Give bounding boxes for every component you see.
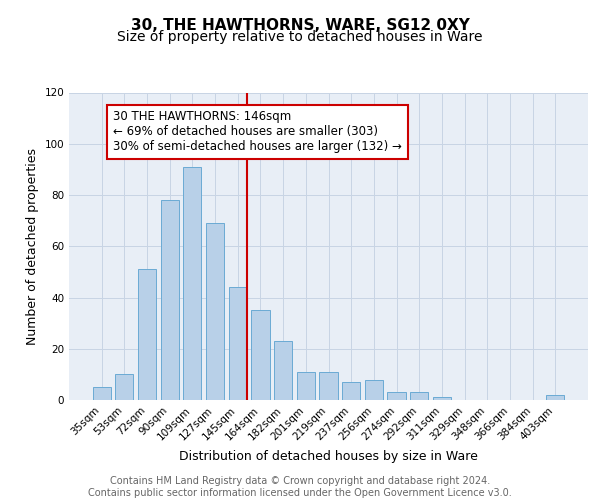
Text: 30 THE HAWTHORNS: 146sqm
← 69% of detached houses are smaller (303)
30% of semi-: 30 THE HAWTHORNS: 146sqm ← 69% of detach… xyxy=(113,110,402,154)
Text: Contains HM Land Registry data © Crown copyright and database right 2024.
Contai: Contains HM Land Registry data © Crown c… xyxy=(88,476,512,498)
Bar xyxy=(365,380,383,400)
Bar xyxy=(342,382,360,400)
Bar xyxy=(433,398,451,400)
Bar xyxy=(410,392,428,400)
Bar xyxy=(206,223,224,400)
Bar xyxy=(319,372,338,400)
Bar xyxy=(546,395,565,400)
X-axis label: Distribution of detached houses by size in Ware: Distribution of detached houses by size … xyxy=(179,450,478,463)
Y-axis label: Number of detached properties: Number of detached properties xyxy=(26,148,39,345)
Bar xyxy=(251,310,269,400)
Bar xyxy=(161,200,179,400)
Text: Size of property relative to detached houses in Ware: Size of property relative to detached ho… xyxy=(117,30,483,44)
Bar xyxy=(138,270,156,400)
Bar xyxy=(184,167,202,400)
Bar xyxy=(388,392,406,400)
Bar xyxy=(229,287,247,400)
Bar xyxy=(92,387,111,400)
Bar xyxy=(274,341,292,400)
Bar xyxy=(297,372,315,400)
Text: 30, THE HAWTHORNS, WARE, SG12 0XY: 30, THE HAWTHORNS, WARE, SG12 0XY xyxy=(131,18,469,32)
Bar xyxy=(115,374,133,400)
